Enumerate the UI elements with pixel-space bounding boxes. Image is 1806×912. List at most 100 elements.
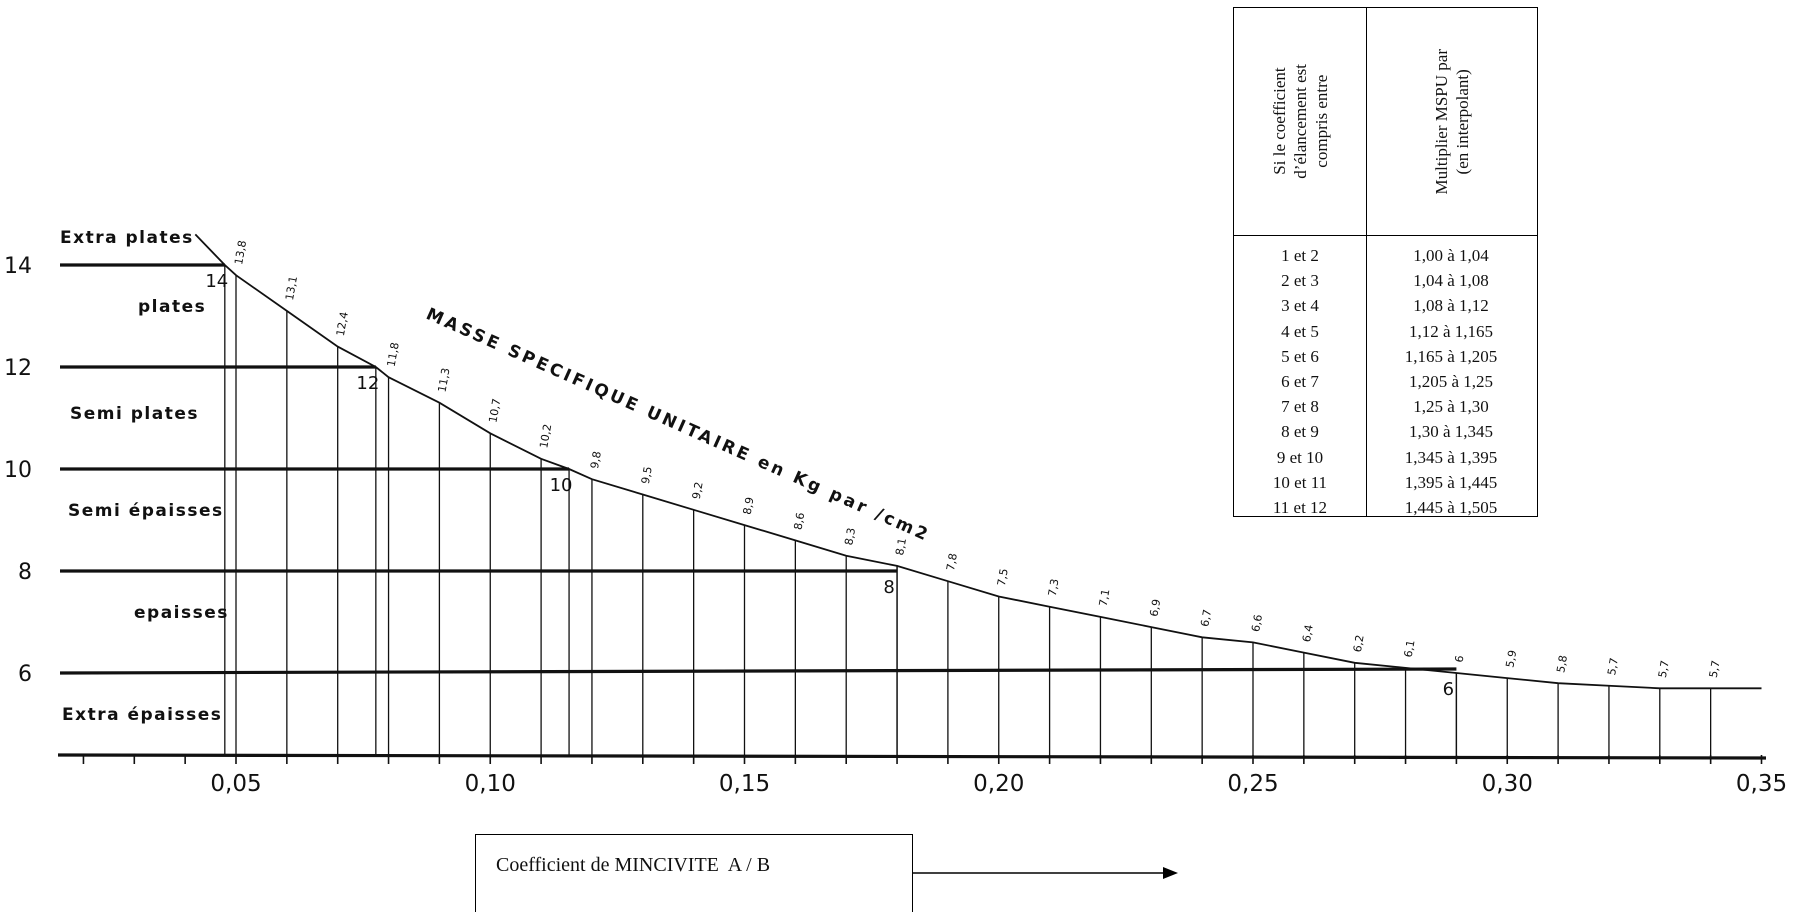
caption-arrow [913, 867, 1178, 879]
threshold-end-label: 8 [883, 577, 894, 598]
chart-title: MASSE SPECIFIQUE UNITAIRE en Kg par /cm2 [423, 304, 933, 546]
multiplier-cell: 1,25 à 1,30 [1413, 397, 1489, 417]
curve-value-label: 6,2 [1351, 634, 1367, 653]
header-line: Si le coefficient [1269, 67, 1289, 176]
multiplier-cell: 1,30 à 1,345 [1408, 422, 1494, 442]
curve-value-label: 6,1 [1402, 639, 1418, 658]
range-cell: 11 et 12 [1272, 497, 1328, 517]
curve-value-label: 13,8 [232, 239, 249, 265]
curve-value-label: 7,8 [944, 552, 960, 571]
range-cell: 1 et 2 [1281, 246, 1319, 265]
multiplier-cell: 1,205 à 1,25 [1408, 371, 1494, 391]
multiplier-cell: 1,08 à 1,12 [1413, 296, 1489, 316]
curve-value-label: 6,6 [1249, 613, 1265, 632]
multiplier-cell: 1,04 à 1,08 [1413, 271, 1489, 291]
x-tick-label: 0,25 [1227, 771, 1278, 797]
threshold-lines [59, 263, 1457, 675]
table-row: 10 et 11 1,395 à 1,445 [1234, 470, 1537, 495]
header-line: d’élancement est [1290, 64, 1310, 179]
curve-value-label: 10,7 [486, 397, 503, 423]
category-label: Semi plates [70, 404, 199, 424]
mspu-curve [194, 233, 1762, 690]
table-row: 3 et 4 1,08 à 1,12 [1234, 293, 1537, 318]
header-line: (en interpolant) [1453, 68, 1472, 175]
multiplier-cell: 1,395 à 1,445 [1404, 472, 1498, 492]
x-tick-label: 0,30 [1482, 771, 1533, 797]
range-cell: 8 et 9 [1281, 422, 1319, 442]
table-row: 1 et 2 1,00 à 1,04 [1234, 243, 1537, 268]
table-row: 7 et 8 1,25 à 1,30 [1234, 394, 1537, 419]
curve-value-label: 9,2 [690, 481, 706, 500]
header-line: compris entre [1311, 75, 1331, 168]
table-row: 9 et 10 1,345 à 1,395 [1234, 445, 1537, 470]
range-cell: 2 et 3 [1281, 271, 1319, 291]
curve-value-label: 8,9 [741, 496, 757, 515]
x-tick-label: 0,05 [210, 771, 261, 797]
curve-value-label: 6,4 [1300, 624, 1316, 643]
table-body: 1 et 2 1,00 à 1,04 2 et 3 1,04 à 1,08 3 et… [1234, 243, 1537, 520]
table-header-cell-multiplier: Multiplier MSPU par (en interpolant) [1367, 8, 1537, 235]
table-row: 5 et 6 1,165 à 1,205 [1234, 344, 1537, 369]
curve-value-label: 9,5 [639, 466, 655, 485]
range-cell: 4 et 5 [1281, 321, 1319, 341]
threshold-end-label: 12 [356, 373, 379, 394]
x-axis [57, 753, 1767, 764]
y-tick-label: 6 [18, 662, 32, 687]
x-tick-label: 0,10 [465, 771, 516, 797]
curve-value-label: 9,8 [588, 450, 604, 469]
multiplier-cell: 1,165 à 1,205 [1404, 346, 1498, 366]
curve-value-label: 10,2 [537, 423, 554, 449]
table-row: 2 et 3 1,04 à 1,08 [1234, 268, 1537, 293]
y-tick-label: 12 [4, 356, 32, 381]
curve-value-label: 5,7 [1707, 659, 1723, 678]
x-axis-caption: Coefficient de MINCIVITE A / B [496, 854, 771, 876]
curve-value-label: 6 [1453, 654, 1467, 663]
x-axis-line [57, 753, 1767, 760]
curve-value-label: 5,7 [1656, 659, 1672, 678]
multiplier-cell: 1,345 à 1,395 [1404, 447, 1498, 467]
range-cell: 6 et 7 [1281, 371, 1319, 391]
y-tick-label: 14 [4, 254, 32, 279]
threshold-line [59, 667, 1457, 675]
table-row: 6 et 7 1,205 à 1,25 [1234, 369, 1537, 394]
curve-value-label: 8,3 [842, 527, 858, 546]
range-cell: 5 et 6 [1281, 346, 1319, 366]
curve-value-label: 11,8 [385, 341, 402, 367]
column-divider [1366, 8, 1367, 516]
curve-value-label: 5,8 [1554, 654, 1570, 673]
curve-value-label: 8,1 [893, 537, 909, 556]
multiplier-cell: 1,00 à 1,04 [1413, 246, 1489, 265]
x-axis-caption-box: Coefficient de MINCIVITE A / B [475, 834, 913, 912]
curve-value-label: 12,4 [334, 311, 351, 337]
table-header-cell-range: Si le coefficient d’élancement est compr… [1234, 8, 1366, 235]
x-tick-label: 0,20 [973, 771, 1024, 797]
curve-value-label: 6,9 [1147, 598, 1163, 617]
threshold-end-label: 10 [550, 475, 573, 496]
category-label: Extra plates [60, 228, 194, 248]
curve-value-label: 8,6 [792, 511, 808, 530]
category-label: plates [138, 297, 206, 317]
table-header: Si le coefficient d’élancement est compr… [1234, 8, 1537, 236]
curve-value-label: 5,9 [1503, 649, 1519, 668]
curve-value-label: 11,3 [436, 367, 453, 393]
threshold-end-label: 6 [1443, 679, 1454, 700]
curve-value-label: 7,3 [1046, 578, 1062, 597]
vertical-gridlines [224, 265, 1712, 755]
multiplier-cell: 1,445 à 1,505 [1404, 497, 1498, 517]
table-row: 11 et 12 1,445 à 1,505 [1234, 495, 1537, 520]
curve-value-label: 13,1 [283, 275, 300, 301]
multiplier-cell: 1,12 à 1,165 [1408, 321, 1494, 341]
curve-layer [194, 233, 1762, 690]
category-label: Semi épaisses [68, 501, 224, 521]
x-tick-label: 0,15 [719, 771, 770, 797]
curve-value-label: 7,1 [1097, 588, 1113, 607]
range-cell: 3 et 4 [1281, 296, 1319, 316]
curve-value-label: 7,5 [995, 568, 1011, 587]
x-tick-label: 0,35 [1736, 771, 1787, 797]
table-row: 8 et 9 1,30 à 1,345 [1234, 419, 1537, 444]
y-tick-label: 10 [4, 458, 32, 483]
range-cell: 9 et 10 [1276, 447, 1324, 467]
arrow-head-icon [1163, 867, 1178, 879]
category-label: epaisses [134, 603, 229, 623]
threshold-end-label: 14 [205, 271, 228, 292]
